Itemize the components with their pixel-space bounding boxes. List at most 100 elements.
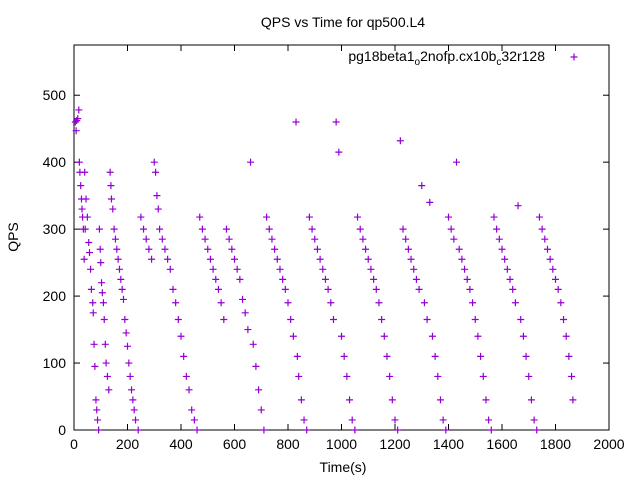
data-point (485, 416, 493, 424)
data-point (125, 359, 133, 367)
data-point (388, 396, 396, 404)
data-point (503, 265, 511, 273)
legend-plus-marker (570, 53, 578, 61)
data-point (439, 416, 447, 424)
data-point (214, 285, 222, 293)
data-point (81, 168, 89, 176)
data-point (75, 158, 83, 166)
data-point (498, 245, 506, 253)
data-point (86, 249, 94, 257)
data-point (113, 245, 121, 253)
data-point (356, 225, 364, 233)
data-point (198, 225, 206, 233)
data-point (396, 137, 404, 145)
data-point (447, 225, 455, 233)
plot-border (73, 44, 610, 431)
data-point (380, 332, 388, 340)
data-point (249, 340, 257, 348)
data-point (94, 416, 102, 424)
data-point (174, 316, 182, 324)
data-point (319, 265, 327, 273)
data-point (527, 396, 535, 404)
data-point (169, 285, 177, 293)
data-point (196, 213, 204, 221)
data-point (87, 265, 95, 273)
data-point (394, 426, 402, 434)
data-point (87, 285, 95, 293)
data-point (172, 299, 180, 307)
data-point (543, 245, 551, 253)
data-point (89, 299, 97, 307)
data-point (461, 265, 469, 273)
data-point (252, 362, 260, 370)
data-point (206, 255, 214, 263)
data-point (313, 245, 321, 253)
data-point (97, 259, 105, 267)
data-point (519, 332, 527, 340)
data-point (549, 265, 557, 273)
data-point (501, 255, 509, 263)
data-point (185, 386, 193, 394)
data-point (153, 192, 161, 200)
data-point (150, 158, 158, 166)
data-point (107, 195, 115, 203)
data-point (106, 168, 114, 176)
data-point (533, 426, 541, 434)
data-point (220, 316, 228, 324)
data-point (75, 106, 83, 114)
data-point (124, 342, 131, 350)
y-axis-ticks: 0 100 200 300 400 500 (43, 87, 609, 438)
x-tick-label: 1600 (486, 436, 517, 452)
data-point (99, 299, 107, 307)
y-tick-label: 100 (43, 355, 67, 371)
data-point (201, 235, 209, 243)
data-point (117, 275, 125, 283)
data-point (145, 245, 153, 253)
data-point (268, 235, 276, 243)
data-point (511, 299, 519, 307)
x-tick-label: 200 (116, 436, 140, 452)
data-point (96, 245, 104, 253)
data-point (469, 299, 477, 307)
data-point (247, 158, 255, 166)
data-point (436, 396, 444, 404)
data-point (180, 352, 188, 360)
data-point (260, 426, 268, 434)
data-point (391, 416, 399, 424)
data-point (100, 316, 108, 324)
data-point (95, 225, 103, 233)
x-tick-label: 1800 (540, 436, 571, 452)
data-point (522, 352, 530, 360)
data-point (364, 255, 372, 263)
data-point (289, 332, 297, 340)
y-tick-label: 200 (43, 288, 67, 304)
data-point (98, 289, 106, 297)
data-point (541, 235, 549, 243)
data-point (335, 148, 343, 156)
data-point (244, 326, 252, 334)
data-point (72, 127, 80, 135)
data-point (92, 396, 100, 404)
data-point (412, 275, 420, 283)
data-point (119, 295, 127, 303)
data-point (101, 340, 109, 348)
data-point (410, 265, 418, 273)
data-point (359, 235, 367, 243)
x-tick-label: 1200 (379, 436, 410, 452)
data-point (111, 235, 119, 243)
data-point (479, 372, 487, 380)
data-point (340, 352, 348, 360)
data-point (562, 332, 570, 340)
data-point (74, 115, 82, 123)
data-point (140, 225, 148, 233)
data-point (338, 332, 345, 340)
data-point (177, 332, 185, 340)
data-point (463, 275, 471, 283)
data-point (431, 352, 439, 360)
data-point (209, 265, 217, 273)
data-point (295, 372, 303, 380)
data-point (115, 265, 123, 273)
data-point (321, 275, 329, 283)
data-point (148, 255, 156, 263)
